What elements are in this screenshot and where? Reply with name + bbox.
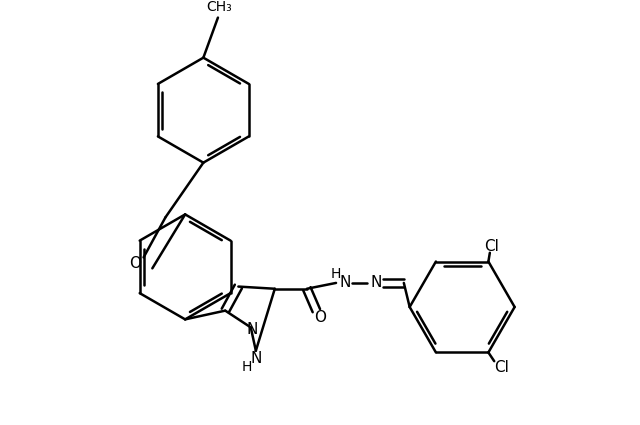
Text: Cl: Cl xyxy=(484,239,499,255)
Text: O: O xyxy=(129,256,141,271)
Text: N: N xyxy=(371,275,382,290)
Text: H: H xyxy=(242,360,252,374)
Text: N: N xyxy=(250,351,262,366)
Text: N: N xyxy=(340,275,351,290)
Text: H: H xyxy=(331,267,341,281)
Text: N: N xyxy=(246,322,258,337)
Text: O: O xyxy=(314,310,326,326)
Text: Cl: Cl xyxy=(494,360,509,374)
Text: CH₃: CH₃ xyxy=(207,0,232,14)
